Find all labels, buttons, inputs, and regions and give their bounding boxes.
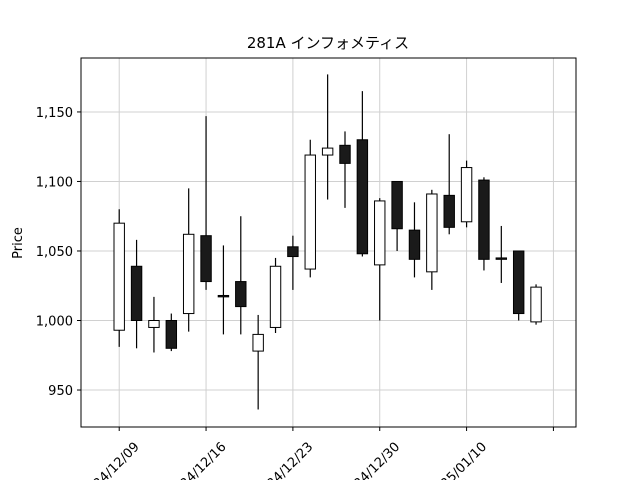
- candle-body: [426, 193, 438, 273]
- candle-body: [443, 194, 455, 228]
- candle-body: [165, 319, 178, 349]
- y-tick-label: 1,100: [36, 175, 73, 190]
- x-tick-label: 24/12/23: [264, 440, 316, 480]
- candle-body: [321, 147, 334, 156]
- x-tick-label: 25/01/10: [438, 440, 490, 480]
- candle-body: [113, 222, 125, 331]
- candle-body: [287, 246, 299, 258]
- candle-body: [200, 235, 212, 283]
- candle-body: [269, 265, 282, 328]
- candle-body: [304, 154, 316, 270]
- y-tick-label: 1,000: [36, 314, 73, 329]
- candle-body: [478, 179, 490, 260]
- candle-body: [495, 257, 508, 260]
- x-tick-label: 24/12/30: [351, 440, 403, 480]
- candle-body: [408, 229, 421, 260]
- candle-body: [235, 281, 247, 308]
- x-tick-label: 24/12/16: [178, 440, 230, 480]
- candle-body: [339, 144, 351, 164]
- candle-body: [217, 294, 230, 298]
- candle-body: [374, 200, 386, 266]
- y-tick-label: 950: [48, 384, 73, 399]
- plot-frame: [80, 57, 577, 428]
- candle-body: [130, 265, 143, 321]
- candle-body: [356, 139, 369, 255]
- candle-body: [460, 167, 473, 223]
- candle-body: [252, 333, 264, 352]
- candle-body: [391, 180, 403, 230]
- chart-title: 281A インフォメティス: [247, 34, 409, 52]
- x-tick-label: 24/12/09: [91, 440, 143, 480]
- y-axis-label: Price: [11, 227, 26, 259]
- candle-body: [182, 233, 195, 315]
- candle-body: [148, 319, 160, 328]
- candle-body: [530, 286, 542, 323]
- y-tick-label: 1,050: [36, 245, 73, 260]
- y-tick-label: 1,150: [36, 106, 73, 121]
- candle-body: [512, 250, 525, 315]
